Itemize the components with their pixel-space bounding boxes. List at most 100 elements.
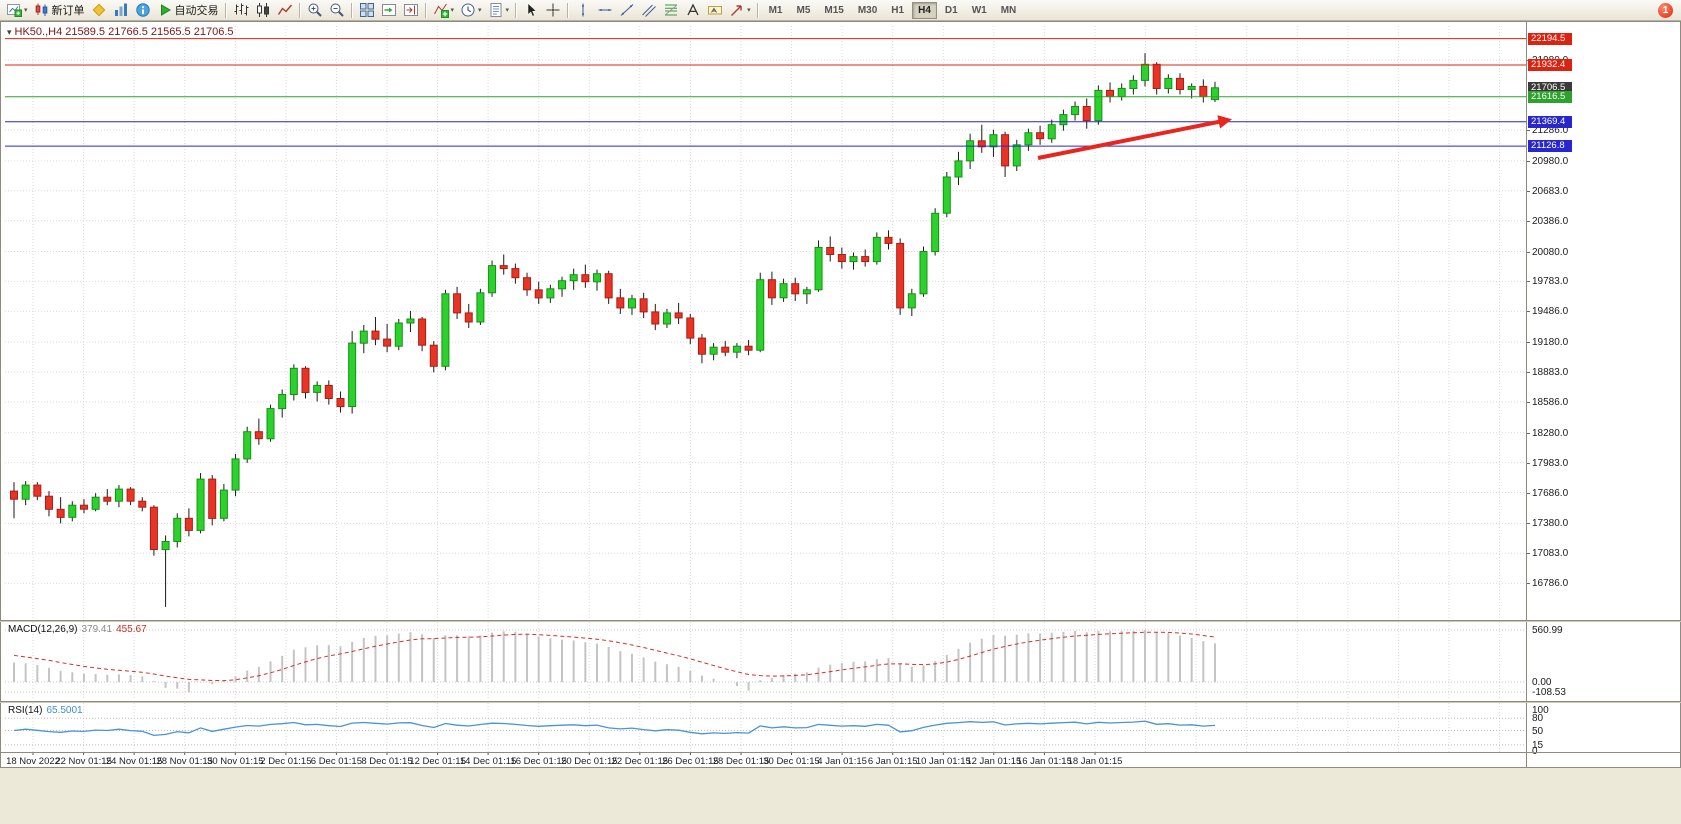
ohlc-readout: HK50.,H4 21589.5 21766.5 21565.5 21706.5 xyxy=(14,26,234,38)
timeframe-button-H4[interactable]: H4 xyxy=(912,1,937,19)
text-label-button[interactable] xyxy=(704,0,726,21)
macd-axis-label: -108.53 xyxy=(1532,687,1566,699)
dropdown-caret-icon: ▾ xyxy=(24,6,28,14)
timeframe-button-M15[interactable]: M15 xyxy=(824,4,844,16)
time-axis-label: 10 Jan 01:15 xyxy=(915,756,971,767)
price-tag-support-blue-1: 21369.4 xyxy=(1528,115,1572,128)
rsi-axis-label: 100 xyxy=(1532,705,1549,716)
time-scale[interactable]: 18 Nov 2022 22 Nov 01:15 24 Nov 01:15 28 No… xyxy=(0,752,1681,768)
autotrading-button-label: 自动交易 xyxy=(174,5,219,17)
chart-shift-icon xyxy=(403,4,418,16)
price-tag-support-blue-2: 21126.8 xyxy=(1528,140,1572,153)
hline-icon xyxy=(598,9,612,11)
price-axis-label: 20683.0 xyxy=(1532,185,1569,197)
tile-windows-button[interactable] xyxy=(356,0,378,21)
price-axis-label: 16786.0 xyxy=(1532,578,1569,590)
text-button[interactable] xyxy=(682,0,704,21)
timeframe-button-H1[interactable]: H1 xyxy=(891,4,905,16)
community-button[interactable] xyxy=(132,0,154,21)
periods-button[interactable]: ▾ xyxy=(457,0,485,21)
window-bottom-area xyxy=(0,768,1681,824)
templates-icon xyxy=(490,3,502,17)
fibonacci-button[interactable] xyxy=(660,0,682,21)
toolbar-separator xyxy=(350,2,353,18)
panel-separator-macd[interactable] xyxy=(0,620,1681,622)
macd-axis-label: 0.00 xyxy=(1532,677,1552,688)
autoscroll-button[interactable] xyxy=(378,0,400,21)
market-watch-button[interactable] xyxy=(110,0,132,21)
price-axis-tick xyxy=(1527,160,1530,162)
price-axis-tick xyxy=(1527,372,1530,373)
collapse-triangle-icon[interactable]: ▾ xyxy=(7,27,12,37)
chart-area[interactable] xyxy=(0,21,1681,768)
timeframe-button-M30[interactable]: M30 xyxy=(857,4,878,16)
arrows-icon xyxy=(731,5,742,16)
crosshair-icon xyxy=(546,3,560,17)
price-axis-label: 19180.0 xyxy=(1532,337,1569,349)
main-toolbar: ▾ 新订单 自动交易 ▾ ▾ ▾ ▾ M1 M5 M15 M30 H1 H4 D1 W1 MN xyxy=(0,0,1681,21)
time-axis-label: 12 Jan 01:15 xyxy=(966,756,1022,767)
price-axis-label: 17380.0 xyxy=(1532,518,1569,530)
toolbar-separator xyxy=(567,2,570,18)
channel-button[interactable] xyxy=(638,0,660,21)
vertical-line-button[interactable] xyxy=(572,0,594,21)
price-axis-tick xyxy=(1527,190,1530,192)
price-axis-tick xyxy=(1527,583,1530,585)
candle-chart-button[interactable] xyxy=(252,0,274,21)
rsi-axis-label: 50 xyxy=(1532,725,1544,737)
price-axis-label: 20386.0 xyxy=(1532,215,1569,227)
crosshair-button[interactable] xyxy=(542,0,564,21)
time-axis-label: 22 Nov 01:15 xyxy=(55,756,112,767)
time-axis-label: 24 Nov 01:15 xyxy=(105,756,163,767)
timeframe-button-W1[interactable]: W1 xyxy=(971,4,987,16)
time-axis-label: 22 Dec 01:15 xyxy=(611,756,669,767)
cursor-button[interactable] xyxy=(520,0,542,21)
price-axis-label: 19486.0 xyxy=(1532,306,1569,318)
macd-value: 379.41 xyxy=(81,624,113,635)
price-axis-tick xyxy=(1527,401,1530,403)
time-axis-label: 2 Dec 01:15 xyxy=(260,756,312,767)
timeframe-button-M1[interactable]: M1 xyxy=(768,4,783,16)
price-axis-tick xyxy=(1527,553,1530,555)
price-axis-tick xyxy=(1527,311,1530,313)
line-chart-icon xyxy=(277,4,292,15)
chart-shift-button[interactable] xyxy=(400,0,422,21)
price-axis-label: 17983.0 xyxy=(1532,457,1569,469)
toolbar-separator xyxy=(515,2,518,18)
autotrading-button[interactable]: 自动交易 xyxy=(154,0,222,21)
zoom-in-button[interactable] xyxy=(304,0,326,21)
rsi-name: RSI(14) xyxy=(8,705,43,716)
price-tag-resistance-upper: 22194.5 xyxy=(1528,32,1572,45)
time-axis-label: 12 Dec 01:15 xyxy=(409,756,466,767)
new-order-button[interactable]: 新订单 xyxy=(31,0,88,21)
price-scale[interactable]: 21980.021286.020980.020683.020386.020080… xyxy=(1526,22,1680,767)
horizontal-line-button[interactable] xyxy=(594,0,616,21)
fibonacci-icon xyxy=(664,4,678,16)
panel-separator-rsi[interactable] xyxy=(0,701,1681,703)
tile-windows-icon xyxy=(359,3,374,17)
zoom-out-button[interactable] xyxy=(326,0,348,21)
new-chart-button[interactable]: ▾ xyxy=(3,0,31,21)
arrows-button[interactable]: ▾ xyxy=(726,0,754,21)
timeframe-button-D1[interactable]: D1 xyxy=(944,4,958,16)
timeframe-button-MN[interactable]: MN xyxy=(1000,4,1017,16)
indicators-button[interactable]: ▾ xyxy=(430,0,458,21)
templates-button[interactable]: ▾ xyxy=(485,0,513,21)
rsi-indicator-label: RSI(14) 65.5001 xyxy=(8,705,83,716)
time-axis-label: 30 Nov 01:15 xyxy=(207,756,264,767)
time-axis-label: 16 Jan 01:15 xyxy=(1016,756,1072,767)
price-axis-label: 20980.0 xyxy=(1532,155,1569,167)
notification-badge[interactable]: 1 xyxy=(1658,3,1673,18)
trendline-button[interactable] xyxy=(616,0,638,21)
line-chart-button[interactable] xyxy=(274,0,296,21)
macd-axis-label: 560.99 xyxy=(1532,625,1563,636)
price-axis-tick xyxy=(1527,130,1530,132)
macd-signal-value: 455.67 xyxy=(116,624,147,635)
notification-count: 1 xyxy=(1662,5,1669,16)
metaeditor-button[interactable] xyxy=(88,0,110,21)
community-icon xyxy=(135,3,150,17)
price-axis-label: 18883.0 xyxy=(1532,367,1569,378)
timeframe-button-M5[interactable]: M5 xyxy=(796,4,811,16)
bar-chart-button[interactable] xyxy=(230,0,252,21)
toolbar-separator xyxy=(224,2,227,18)
